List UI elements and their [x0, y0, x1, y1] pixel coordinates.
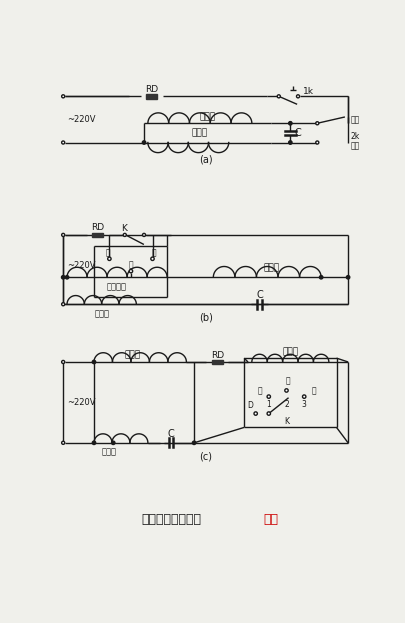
- Text: 1: 1: [266, 400, 271, 409]
- Text: 正转: 正转: [350, 116, 360, 125]
- Text: K: K: [284, 417, 289, 426]
- Text: 副绕组: 副绕组: [94, 309, 109, 318]
- Text: 高: 高: [257, 386, 262, 395]
- Text: 低: 低: [106, 248, 110, 257]
- Text: 单相电容电动机的: 单相电容电动机的: [141, 513, 201, 526]
- Circle shape: [289, 121, 292, 125]
- Text: C: C: [256, 290, 263, 300]
- Text: C: C: [295, 128, 301, 138]
- Circle shape: [62, 95, 65, 98]
- Circle shape: [111, 441, 115, 445]
- Text: (a): (a): [199, 155, 213, 164]
- Circle shape: [316, 141, 319, 144]
- Text: 3: 3: [302, 400, 307, 409]
- Text: 主绕组: 主绕组: [124, 351, 141, 359]
- Text: 1k: 1k: [303, 87, 314, 96]
- Circle shape: [303, 395, 306, 398]
- Text: 主绕组: 主绕组: [200, 113, 215, 121]
- Circle shape: [143, 234, 145, 237]
- Circle shape: [62, 441, 65, 444]
- Text: 中: 中: [286, 377, 290, 386]
- Circle shape: [316, 121, 319, 125]
- Text: RD: RD: [211, 351, 224, 359]
- Circle shape: [123, 234, 126, 237]
- Text: ~220V: ~220V: [67, 261, 95, 270]
- Text: 副绕组: 副绕组: [192, 128, 208, 138]
- Text: 主绕组: 主绕组: [263, 264, 279, 272]
- Circle shape: [254, 412, 258, 416]
- Circle shape: [267, 395, 271, 398]
- Text: 副绕组: 副绕组: [102, 447, 117, 457]
- Circle shape: [65, 275, 69, 279]
- Circle shape: [320, 275, 323, 279]
- Circle shape: [92, 441, 96, 445]
- Text: 反转: 反转: [350, 141, 360, 150]
- Circle shape: [151, 257, 154, 260]
- Circle shape: [267, 412, 271, 416]
- Text: 低: 低: [311, 386, 316, 395]
- Text: ~220V: ~220V: [67, 115, 95, 124]
- Circle shape: [92, 360, 96, 364]
- Circle shape: [62, 234, 65, 237]
- Text: (c): (c): [199, 452, 212, 462]
- Text: 2k: 2k: [350, 132, 360, 141]
- Text: C: C: [168, 429, 175, 439]
- Text: 2: 2: [284, 400, 289, 409]
- Bar: [212, 359, 223, 364]
- Text: 中: 中: [129, 260, 133, 270]
- Text: D: D: [247, 401, 253, 411]
- Circle shape: [62, 361, 65, 363]
- Text: RD: RD: [91, 224, 104, 232]
- Text: 接线: 接线: [264, 513, 279, 526]
- Text: (b): (b): [199, 312, 213, 322]
- Text: K: K: [121, 224, 127, 233]
- Circle shape: [108, 257, 111, 260]
- Text: RD: RD: [145, 85, 158, 94]
- Circle shape: [129, 269, 133, 273]
- Text: 高: 高: [152, 248, 156, 257]
- Text: 辅助绕组: 辅助绕组: [107, 282, 127, 291]
- Text: 电抗器: 电抗器: [282, 348, 298, 356]
- Circle shape: [62, 141, 65, 144]
- Circle shape: [285, 389, 288, 392]
- Bar: [146, 94, 157, 98]
- Circle shape: [62, 303, 65, 306]
- Circle shape: [296, 95, 300, 98]
- Bar: [92, 232, 103, 237]
- Circle shape: [62, 275, 65, 279]
- Circle shape: [289, 141, 292, 144]
- Circle shape: [346, 275, 350, 279]
- Circle shape: [192, 441, 196, 445]
- Circle shape: [142, 141, 146, 144]
- Text: ~220V: ~220V: [67, 398, 95, 407]
- Circle shape: [277, 95, 280, 98]
